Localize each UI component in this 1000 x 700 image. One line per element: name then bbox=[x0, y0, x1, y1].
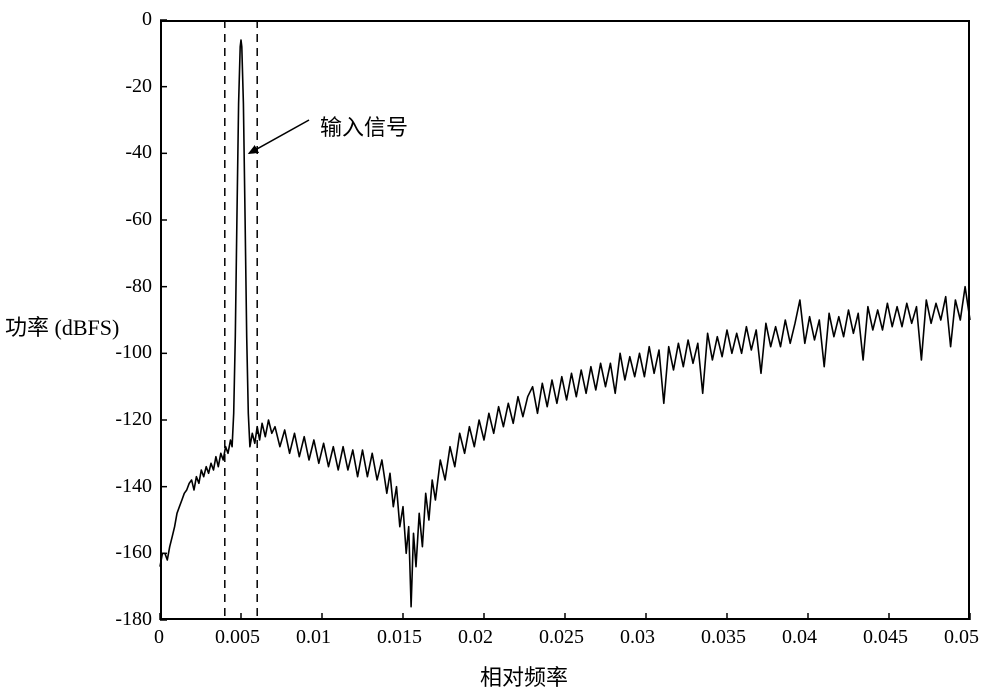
y-tick-label: -20 bbox=[125, 75, 152, 98]
x-tick-label: 0.015 bbox=[377, 626, 422, 649]
x-axis-label: 相对频率 bbox=[480, 660, 568, 692]
signal-trace bbox=[160, 40, 970, 607]
x-tick-label: 0.04 bbox=[782, 626, 817, 649]
y-tick-label: -160 bbox=[115, 541, 152, 564]
y-tick-label: -60 bbox=[125, 208, 152, 231]
annotation-label: 输入信号 bbox=[320, 110, 408, 142]
figure: 功率 (dBFS) 相对频率 0 0.005 0.01 0.015 0.02 0.025 0… bbox=[0, 0, 1000, 700]
y-tick-label: -140 bbox=[115, 475, 152, 498]
annotation-arrow bbox=[249, 120, 309, 153]
x-tick-label: 0.045 bbox=[863, 626, 908, 649]
y-tick-label: -100 bbox=[115, 341, 152, 364]
x-tick-label: 0 bbox=[154, 626, 164, 649]
tick-marks bbox=[160, 20, 970, 620]
y-tick-label: -120 bbox=[115, 408, 152, 431]
y-tick-label: 0 bbox=[142, 8, 152, 31]
x-tick-label: 0.025 bbox=[539, 626, 584, 649]
x-tick-label: 0.005 bbox=[215, 626, 260, 649]
x-tick-label: 0.02 bbox=[458, 626, 493, 649]
x-tick-label: 0.05 bbox=[944, 626, 979, 649]
y-tick-label: -80 bbox=[125, 275, 152, 298]
y-tick-label: -180 bbox=[115, 608, 152, 631]
peak-vlines bbox=[225, 20, 257, 620]
x-tick-label: 0.035 bbox=[701, 626, 746, 649]
y-axis-label: 功率 (dBFS) bbox=[5, 310, 119, 342]
x-tick-label: 0.03 bbox=[620, 626, 655, 649]
y-tick-label: -40 bbox=[125, 141, 152, 164]
x-tick-label: 0.01 bbox=[296, 626, 331, 649]
